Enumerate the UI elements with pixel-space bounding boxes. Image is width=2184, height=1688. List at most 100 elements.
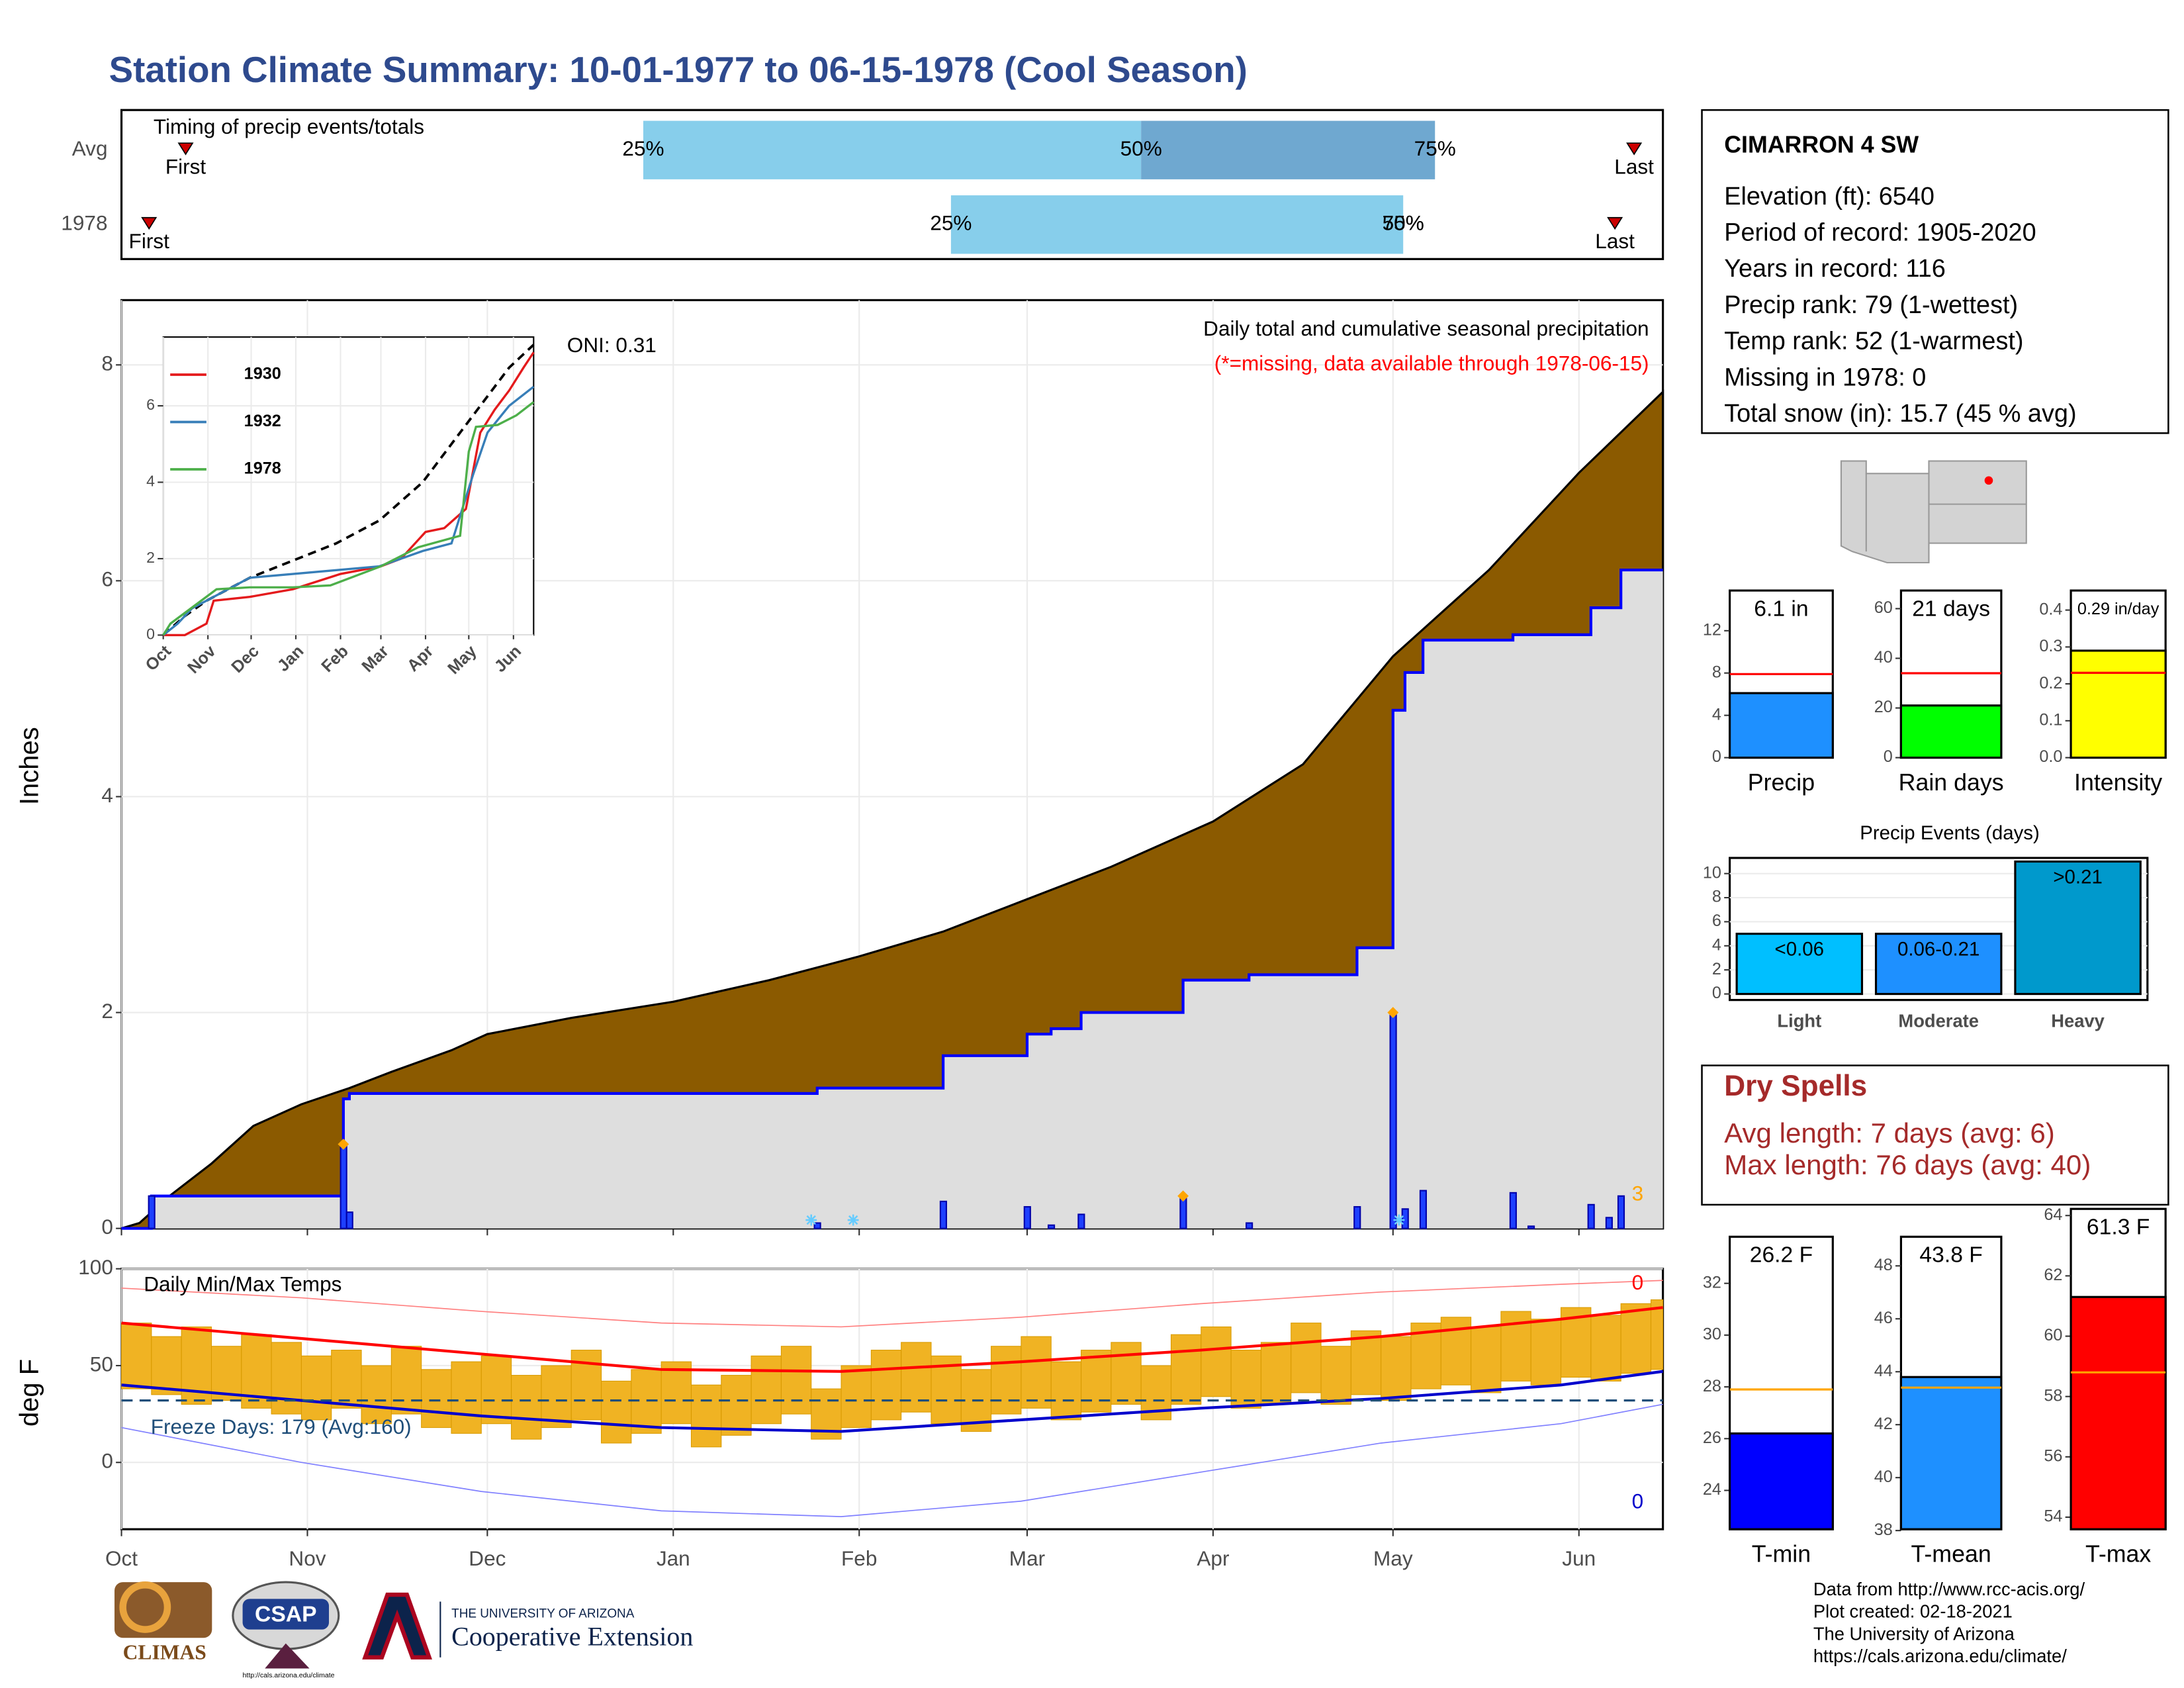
normal-low-line [121,1370,1663,1433]
y-tick-label: 0 [101,1449,113,1473]
missing-marker [847,1214,859,1226]
bar [2070,649,2167,759]
bar [2070,1295,2167,1530]
percent-label: 75% [1383,211,1424,235]
count-label: 3 [1632,1182,1644,1205]
y-tick-label: 60 [1874,598,1893,617]
x-tick-label: Apr [1197,1546,1229,1570]
y-tick-label: 54 [2044,1507,2062,1526]
y-axis-title: deg F [15,1359,44,1427]
temp-bar [210,1346,242,1401]
locator-map [1840,460,2027,564]
temp-bar [300,1355,332,1421]
y-tick-label: 42 [1874,1415,1893,1433]
temp-bar [1021,1336,1052,1409]
station-line: Elevation (ft): 6540 [1724,183,1934,211]
temp-bar [1381,1336,1412,1401]
event-label: Last [1614,154,1654,178]
category-label: Heavy [2051,1011,2105,1031]
y-axis-title: Inches [15,727,44,805]
logo-shape [119,1581,171,1633]
value-label: 0.06-0.21 [1897,939,1979,961]
y-tick-label: 46 [1874,1309,1893,1327]
temp-bar [451,1361,482,1434]
quartile-bar [643,120,1142,179]
note: (*=missing, data available through 1978-… [1214,352,1649,375]
y-tick-label: 6 [146,396,155,413]
legend-label: 1932 [244,412,281,430]
y-tick-label: 12 [1703,620,1721,639]
logo-shape [114,1582,212,1638]
y-tick-label: 62 [2044,1266,2062,1284]
y-tick-label: 44 [1874,1362,1893,1380]
logo-text: THE UNIVERSITY OF ARIZONA [451,1607,635,1620]
temp-bar [991,1346,1022,1415]
percent-label: 50% [1383,211,1424,235]
record-low-count: 0 [1632,1489,1644,1513]
daily-bar [1401,1208,1409,1229]
y-tick-label: 2 [101,999,113,1023]
chart-title: Precip Events (days) [1860,822,2040,844]
y-tick-label: 38 [1874,1521,1893,1539]
daily-bar [1605,1217,1613,1229]
plot-frame [162,336,535,636]
station-line: Total snow (in): 15.7 (45 % avg) [1724,400,2076,428]
legend-label: 1978 [244,459,281,478]
x-tick-label: Mar [1009,1546,1045,1570]
bar [1729,692,1834,759]
subtitle: Daily total and cumulative seasonal prec… [1203,316,1649,340]
record-high-count: 0 [1632,1270,1644,1294]
highlight-marker [1387,1007,1399,1018]
temp-bar [660,1361,692,1425]
y-tick-label: 30 [1703,1325,1721,1344]
y-tick-label: 8 [1712,888,1721,906]
y-tick-label: 2 [146,549,155,566]
y-tick-label: 24 [1703,1480,1721,1499]
temp-bar [1111,1342,1142,1405]
bar [1899,1376,2003,1530]
average-line [162,344,535,636]
event-label: First [165,154,206,178]
event-marker [177,142,194,156]
logo-shape [242,1599,330,1630]
y-tick-label: 40 [1874,1468,1893,1486]
percent-label: 50% [1120,136,1162,160]
percent-label: 25% [622,136,664,160]
record-high-line [121,1280,1663,1328]
station-box [1701,109,2169,434]
freeze-label: Freeze Days: 179 (Avg:160) [151,1415,412,1438]
temp-bar [1350,1330,1382,1395]
temp-bar [901,1342,932,1413]
y-tick-label: 0.3 [2039,637,2062,655]
station-line: Precip rank: 79 (1-wettest) [1724,291,2018,319]
station-dot [1984,476,1993,485]
daily-bar [1389,1011,1397,1229]
category-label: T-max [2085,1541,2151,1568]
climas-logo: CLIMAS [114,1581,212,1664]
y-tick-label: 58 [2044,1386,2062,1405]
annotation: ONI: 0.31 [567,333,657,357]
x-tick-label: Dec [469,1546,506,1570]
missing-marker [805,1214,817,1226]
temp-bar [1260,1342,1292,1405]
dry-spells-box [1701,1064,2169,1206]
temp-bar [1050,1361,1082,1421]
temp-bar [331,1350,362,1409]
temp-bar [121,1323,152,1389]
temp-bar [541,1365,572,1429]
y-tick-label: 4 [146,473,155,490]
x-tick-label: Jan [657,1546,690,1570]
csap-logo: CSAP http://cals.arizona.edu/climate [232,1581,340,1679]
y-tick-label: 0.4 [2039,600,2062,618]
value-label: >0.21 [2053,867,2103,888]
category-label: T-mean [1911,1541,1991,1568]
value-label: 43.8 F [1919,1243,1982,1268]
y-tick-label: 0.0 [2039,747,2062,766]
temp-bar [841,1365,872,1429]
temp-bar [151,1336,182,1395]
bar [1735,933,1864,996]
dry-spells-line: Avg length: 7 days (avg: 6) [1724,1117,2055,1149]
value-label: 26.2 F [1750,1243,1813,1268]
credit-line: Data from http://www.rcc-acis.org/ [1813,1579,2085,1599]
